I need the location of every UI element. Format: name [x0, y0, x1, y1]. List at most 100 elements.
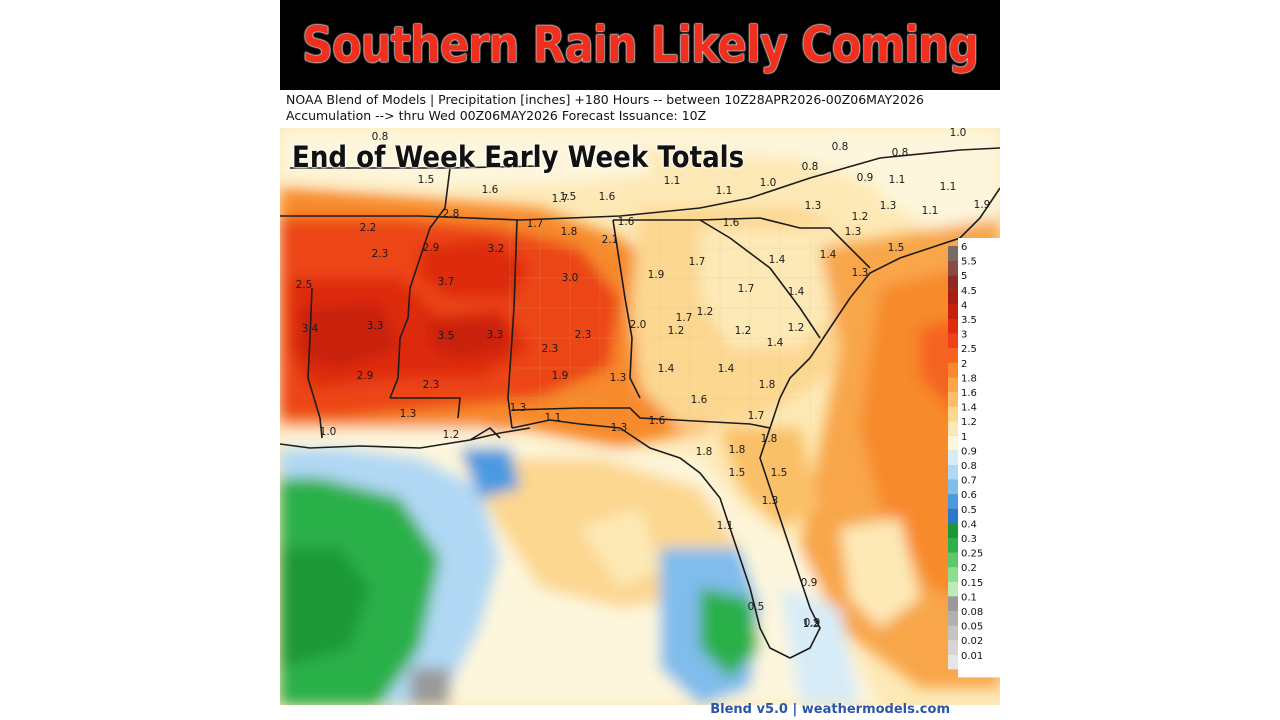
point-value-label: 2.8: [443, 208, 460, 220]
point-value-label: 1.3: [400, 408, 417, 420]
legend-background: [958, 238, 1000, 678]
graphic-frame: Southern Rain Likely Coming NOAA Blend o…: [280, 0, 1000, 720]
legend-label: 0.8: [961, 461, 977, 472]
legend-label: 3.5: [961, 315, 977, 326]
precipitation-field: [280, 128, 1000, 705]
point-value-label: 1.1: [717, 520, 734, 532]
point-value-label: 1.2: [443, 429, 460, 441]
point-value-label: 1.5: [729, 467, 746, 479]
legend-label: 0.25: [961, 549, 983, 560]
point-value-label: 0.9: [857, 172, 874, 184]
legend-label: 1.8: [961, 373, 977, 384]
point-value-label: 1.5: [888, 242, 905, 254]
point-value-label: 1.4: [820, 249, 837, 261]
legend-swatch: [948, 479, 958, 495]
legend-label: 0.05: [961, 622, 983, 633]
legend-label: 0.9: [961, 446, 977, 457]
legend-label: 0.4: [961, 519, 977, 530]
point-value-label: 1.2: [852, 211, 869, 223]
point-value-label: 0.8: [802, 161, 819, 173]
legend-label: 0.2: [961, 563, 977, 574]
legend-label: 1: [961, 432, 967, 443]
legend-swatch: [948, 289, 958, 305]
legend-label: 0.15: [961, 578, 983, 589]
legend-label: 1.4: [961, 403, 977, 414]
point-value-label: 0.8: [892, 147, 909, 159]
point-value-label: 2.3: [575, 329, 592, 341]
point-value-label: 0.8: [372, 131, 389, 143]
map-header: NOAA Blend of Models | Precipitation [in…: [286, 92, 996, 124]
point-value-label: 1.9: [552, 370, 569, 382]
legend-label: 4.5: [961, 286, 977, 297]
point-value-label: 2.0: [630, 319, 647, 331]
point-value-label: 1.6: [723, 217, 740, 229]
legend-label: 2: [961, 359, 967, 370]
legend-swatch: [948, 538, 958, 553]
legend-swatch: [948, 523, 958, 538]
legend-swatch: [948, 421, 958, 436]
point-value-label: 1.4: [658, 363, 675, 375]
point-value-label: 3.5: [438, 330, 455, 342]
legend-swatch: [948, 552, 958, 568]
legend-swatch: [948, 640, 958, 655]
legend-label: 0.7: [961, 476, 977, 487]
legend-swatch: [948, 465, 958, 480]
point-value-label: 1.3: [510, 402, 527, 414]
point-value-label: 1.7: [689, 256, 706, 268]
point-value-label: 2.3: [542, 343, 559, 355]
point-value-label: 1.8: [561, 226, 578, 238]
point-value-label: 1.6: [618, 216, 635, 228]
point-value-label: 1.7: [676, 312, 693, 324]
point-value-label: 3.3: [487, 329, 504, 341]
legend-label: 0.01: [961, 651, 983, 662]
point-value-label: 1.8: [729, 444, 746, 456]
point-value-label: 1.3: [611, 422, 628, 434]
header-line-1: NOAA Blend of Models | Precipitation [in…: [286, 92, 924, 107]
point-value-label: 1.2: [735, 325, 752, 337]
point-value-label: 3.7: [438, 276, 455, 288]
legend-label: 4: [961, 300, 967, 311]
legend-label: 0.08: [961, 607, 983, 618]
point-value-label: 1.1: [545, 412, 562, 424]
point-value-label: 3.0: [562, 272, 579, 284]
legend-swatch: [948, 304, 958, 319]
legend-label: 0.1: [961, 592, 977, 603]
banner-title: Southern Rain Likely Coming: [302, 16, 979, 74]
legend: 6 5.5 5 4.5 4 3.5 3 2.5 2 1.8 1.6 1.4 1.2 1 0.9 0.8 0.7 0…: [948, 238, 1000, 678]
legend-label: 0.6: [961, 490, 977, 501]
point-value-label: 1.7: [527, 218, 544, 230]
legend-swatch: [948, 508, 958, 524]
legend-swatch: [948, 392, 958, 407]
point-value-label: 2.9: [357, 370, 374, 382]
point-values: 0.80.8 0.81.01.51.61.71.5 1.61.11.11.00.80…: [296, 128, 991, 630]
legend-swatch: [948, 654, 958, 670]
legend-swatch: [948, 581, 958, 597]
point-value-label: 1.8: [761, 433, 778, 445]
legend-swatch: [948, 450, 958, 465]
point-value-label: 0.5: [748, 601, 765, 613]
point-value-label: 1.4: [718, 363, 735, 375]
point-value-label: 1.1: [664, 175, 681, 187]
legend-label: 2.5: [961, 344, 977, 355]
legend-label: 0.5: [961, 505, 977, 516]
point-value-label: 1.1: [889, 174, 906, 186]
point-value-label: 1.4: [767, 337, 784, 349]
banner: Southern Rain Likely Coming: [280, 0, 1000, 90]
point-value-label: 1.1: [716, 185, 733, 197]
point-value-label: 1.1: [922, 205, 939, 217]
legend-label: 1.6: [961, 388, 977, 399]
legend-swatch: [948, 625, 958, 641]
point-value-label: 1.7: [738, 283, 755, 295]
legend-swatch: [948, 435, 958, 451]
header-line-2: Accumulation --> thru Wed 00Z06MAY2026 F…: [286, 108, 707, 123]
point-value-label: 1.6: [649, 415, 666, 427]
point-value-label: 1.3: [762, 495, 779, 507]
legend-swatch: [948, 333, 958, 349]
point-value-label: 1.9: [648, 269, 665, 281]
point-value-label: 2.2: [360, 222, 377, 234]
legend-swatch: [948, 260, 958, 276]
point-value-label: 1.6: [691, 394, 708, 406]
precipitation-map: 6 5.5 5 4.5 4 3.5 3 2.5 2 1.8 1.6 1.4 1.2 1 0.9 0.8 0.7 0…: [280, 128, 1000, 705]
point-value-label: 1.0: [320, 426, 337, 438]
legend-swatch: [948, 348, 958, 363]
